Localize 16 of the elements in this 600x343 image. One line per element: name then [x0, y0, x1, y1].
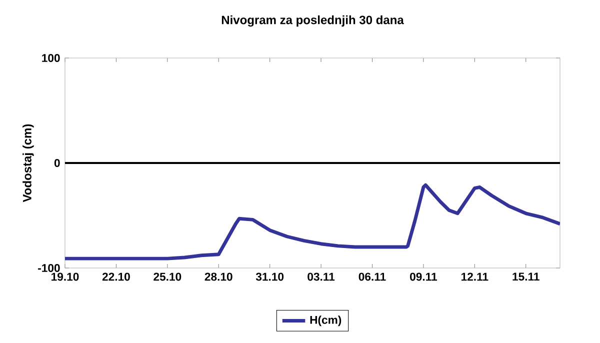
x-tick-label: 15.11 [512, 272, 540, 281]
x-tick-label: 31.10 [256, 272, 284, 281]
x-tick-label: 12.11 [462, 272, 488, 281]
legend-label: H(cm) [310, 316, 342, 326]
x-tick-label: 09.11 [410, 272, 437, 281]
x-tick-label: 22.10 [102, 272, 130, 281]
x-tick-label: 19.10 [52, 272, 79, 281]
y-tick-label: -100 [38, 264, 60, 272]
y-tick-label: 0 [54, 158, 60, 168]
y-tick-label: 100 [42, 54, 60, 62]
y-axis-title: Vodostaj (cm) [22, 124, 34, 202]
chart-title: Nivogram za poslednjih 30 dana [222, 15, 404, 27]
x-tick-label: 06.11 [358, 272, 386, 281]
x-tick-label: 25.10 [154, 272, 182, 281]
x-tick-label: 28.10 [204, 272, 232, 281]
x-tick-label: 03.11 [308, 272, 335, 281]
